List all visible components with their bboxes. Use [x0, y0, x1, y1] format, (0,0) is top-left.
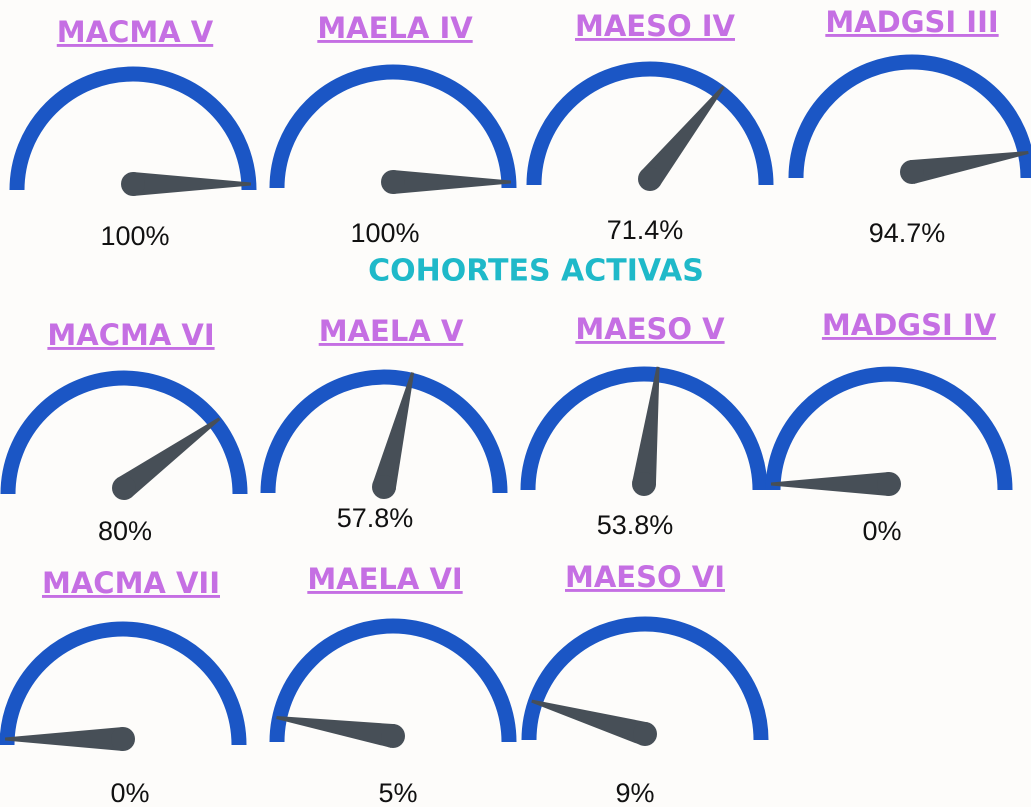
gauge-title[interactable]: MAELA V [319, 314, 464, 348]
gauge-title[interactable]: MAESO V [575, 312, 725, 346]
value-label: 9% [615, 778, 654, 807]
value-label: 0% [862, 516, 901, 546]
gauge-arc [520, 366, 768, 491]
gauge-needle [531, 699, 649, 746]
gauge-title[interactable]: MAESO IV [575, 9, 736, 43]
value-label: 71.4% [607, 215, 684, 245]
gauge-needle [632, 366, 660, 486]
gauge-arc [9, 66, 257, 191]
needle-hub [632, 472, 656, 496]
gauge-arc [0, 621, 247, 746]
gauge-arc [269, 64, 517, 189]
gauge-needle [276, 716, 395, 748]
value-label: 80% [98, 516, 152, 546]
gauge-arc [765, 366, 1013, 491]
needle-hub [121, 172, 145, 196]
needle-hub [111, 727, 135, 751]
needle-hub [381, 170, 405, 194]
gauge-arc [260, 369, 508, 494]
gauge-needle [393, 170, 511, 194]
gauge-needle [640, 85, 725, 187]
gauge-needle [116, 417, 221, 498]
gauge-arc [521, 616, 769, 741]
gauge-needle [910, 150, 1029, 184]
needle-hub [900, 160, 924, 184]
needle-hub [112, 476, 136, 500]
gauge-title[interactable]: MADGSI IV [822, 308, 997, 342]
section-heading: COHORTES ACTIVAS [368, 254, 704, 289]
value-label: 57.8% [337, 503, 414, 533]
gauge-title[interactable]: MACMA VII [42, 566, 220, 600]
gauge-needle [771, 472, 889, 496]
needle-hub [877, 472, 901, 496]
gauge-arc [788, 54, 1031, 179]
gauge-arc [526, 61, 774, 186]
needle-hub [381, 724, 405, 748]
gauge-title[interactable]: MACMA VI [47, 318, 214, 352]
value-label: 100% [350, 218, 419, 248]
gauge-arc [0, 370, 248, 495]
gauge-title[interactable]: MAESO VI [565, 560, 725, 594]
needle-hub [638, 167, 662, 191]
needle-hub [633, 722, 657, 746]
gauge-title[interactable]: MAELA IV [317, 11, 473, 45]
gauge-title[interactable]: MADGSI III [825, 5, 998, 39]
gauge-title[interactable]: MACMA V [57, 15, 214, 49]
value-label: 5% [378, 778, 417, 807]
value-label: 0% [110, 778, 149, 807]
gauge-arc [269, 618, 517, 743]
gauge-needle [133, 172, 251, 196]
value-label: 94.7% [869, 218, 946, 248]
value-label: 53.8% [597, 510, 674, 540]
gauge-title[interactable]: MAELA VI [307, 562, 462, 596]
gauge-needle [5, 727, 123, 751]
value-label: 100% [100, 221, 169, 251]
gauge-needle [372, 372, 415, 490]
needle-hub [372, 475, 396, 499]
